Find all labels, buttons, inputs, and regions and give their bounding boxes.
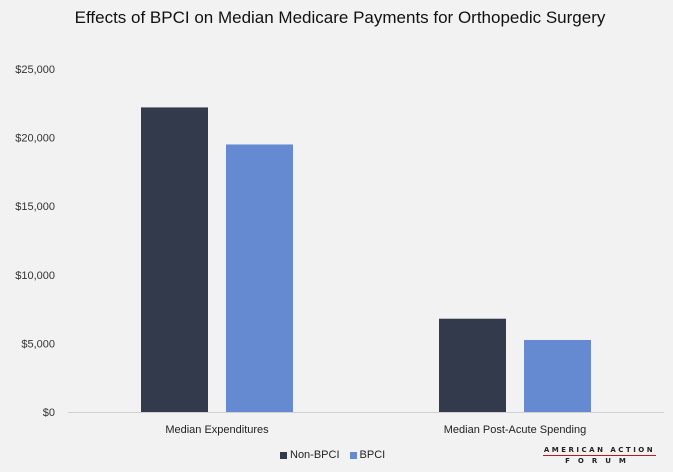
bar-non-bpci — [439, 318, 506, 412]
bar-non-bpci — [141, 107, 208, 412]
y-tick-label: $25,000 — [15, 64, 55, 76]
legend-label: Non-BPCI — [290, 449, 340, 461]
legend-swatch — [280, 451, 287, 459]
x-tick-label: Median Expenditures — [165, 424, 269, 436]
american-action-forum-logo: AMERICAN ACTION FORUM — [543, 446, 656, 465]
y-tick-label: $5,000 — [21, 338, 55, 350]
y-tick-label: $20,000 — [15, 133, 55, 145]
legend-swatch — [349, 451, 357, 459]
legend-label: BPCI — [359, 449, 386, 461]
logo-line1: AMERICAN ACTION — [543, 446, 656, 456]
y-tick-label: $0 — [43, 407, 55, 419]
legend-item-non-bpci: Non-BPCI — [280, 449, 340, 461]
legend-item-bpci: BPCI — [349, 449, 386, 461]
y-tick-label: $15,000 — [15, 201, 55, 213]
x-tick-label: Median Post-Acute Spending — [444, 424, 586, 436]
chart-title: Effects of BPCI on Median Medicare Payme… — [74, 8, 606, 27]
bar-bpci — [524, 339, 591, 412]
y-tick-label: $10,000 — [15, 270, 55, 282]
logo-line2: FORUM — [565, 457, 634, 465]
bar-bpci — [226, 144, 293, 412]
legend: Non-BPCI BPCI — [280, 449, 385, 461]
